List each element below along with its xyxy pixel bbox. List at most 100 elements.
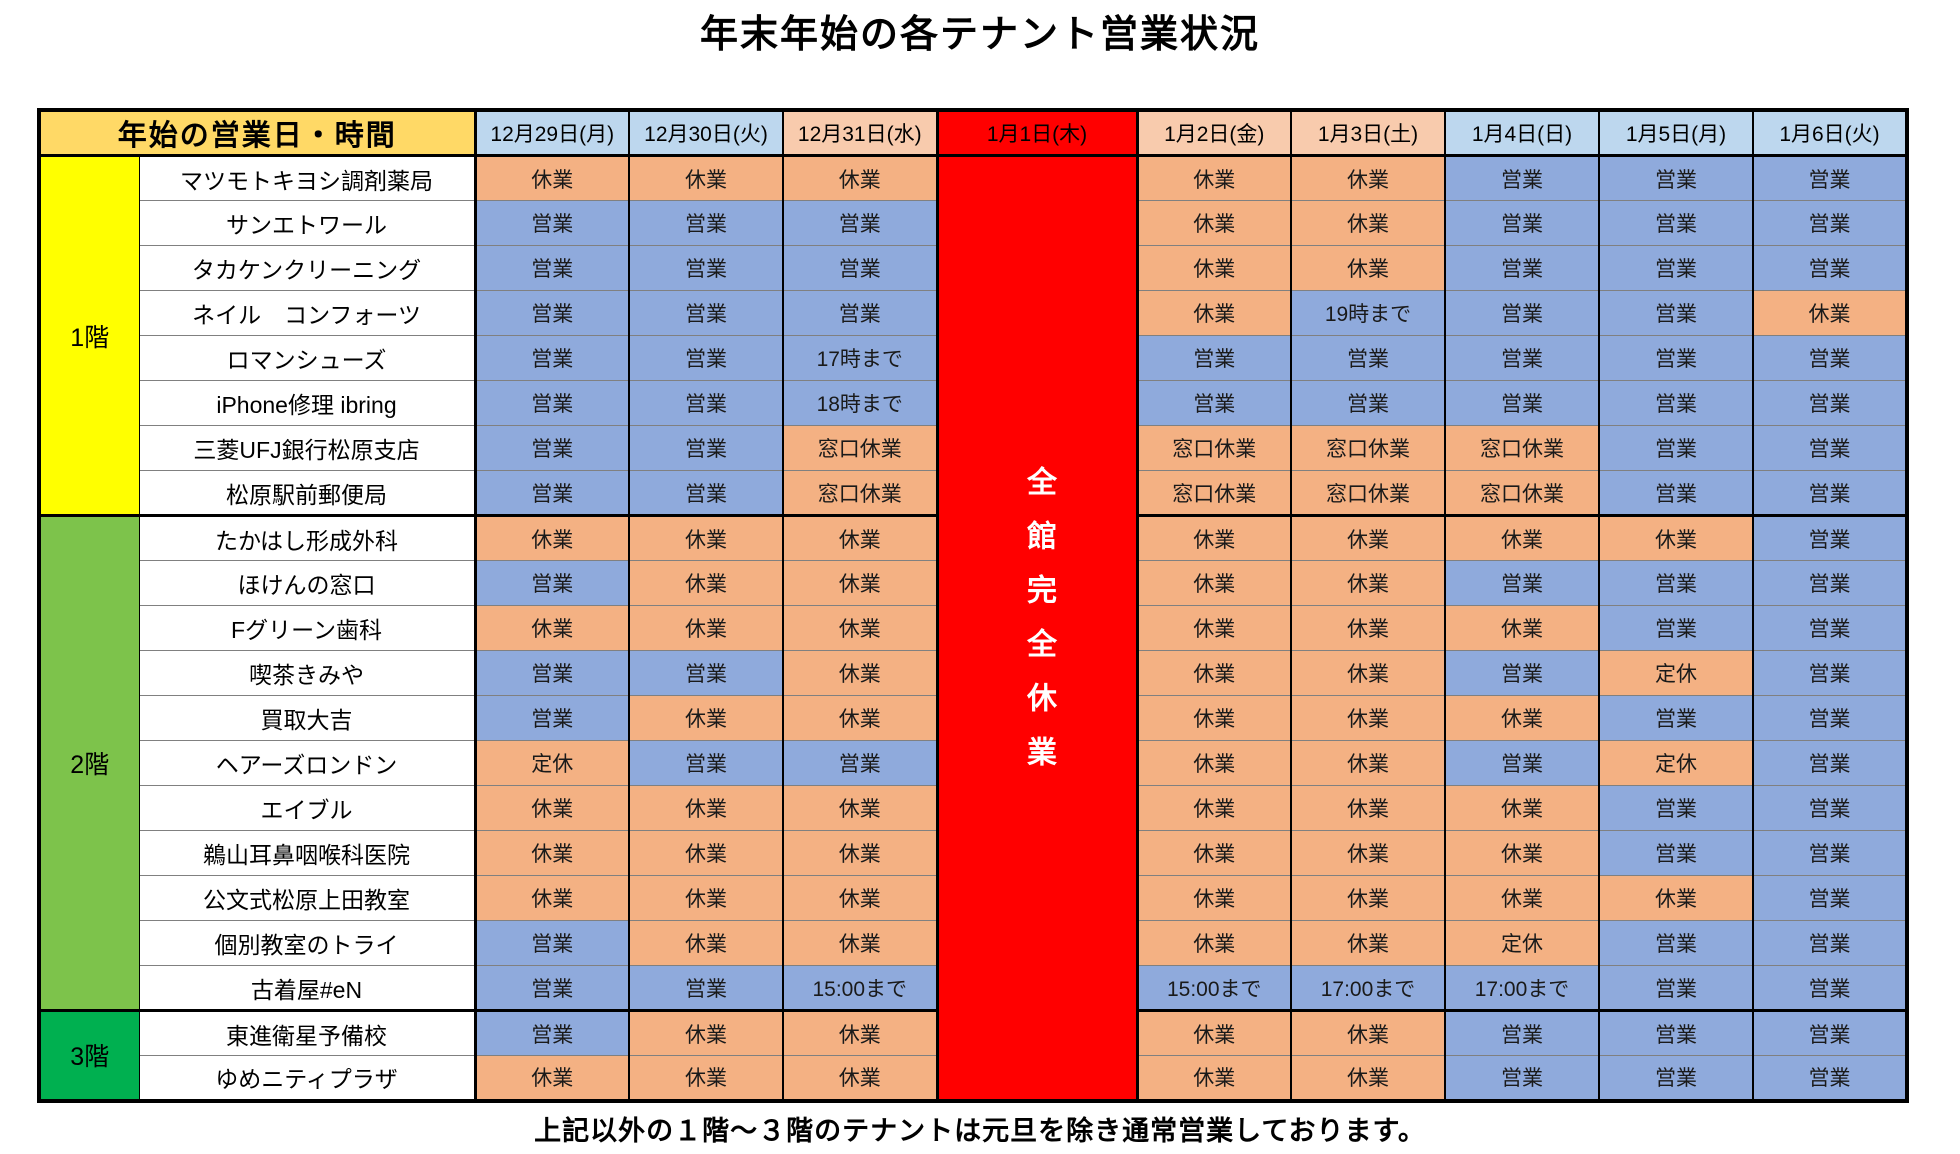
- status-cell: 休業: [1290, 514, 1446, 561]
- table-row: 喫茶きみや 営業 営業 休業 休業 休業 営業 定休 営業: [39, 650, 1908, 696]
- table-row: 個別教室のトライ 営業 休業 休業 休業 休業 定休 営業 営業: [39, 920, 1908, 966]
- tenant-name-cell: 東進衛星予備校: [138, 1009, 477, 1056]
- schedule-table: 年始の営業日・時間 12月29日(月) 12月30日(火) 12月31日(水) 1月1…: [37, 108, 1909, 1103]
- date-header-cell: 12月30日(火): [628, 108, 784, 157]
- table-row: 松原駅前郵便局 営業 営業 窓口休業 窓口休業 窓口休業 窓口休業 営業 営業: [39, 470, 1908, 516]
- status-cell: 営業: [1752, 470, 1908, 516]
- closed-column-cell: 全館完全休業: [935, 155, 1139, 1101]
- tenant-name-cell: たかはし形成外科: [138, 514, 477, 561]
- status-cell: 営業: [1444, 1055, 1600, 1101]
- tenant-name-cell: 古着屋#eN: [138, 965, 477, 1011]
- tenant-name-cell: iPhone修理 ibring: [138, 380, 477, 426]
- floor-label-cell: 2階: [38, 514, 140, 1011]
- status-cell: 営業: [1752, 155, 1908, 201]
- header-row: 年始の営業日・時間 12月29日(月) 12月30日(火) 12月31日(水) 1月1…: [38, 108, 1908, 157]
- status-cell: 19時まで: [1290, 290, 1446, 336]
- tenant-name-cell: タカケンクリーニング: [138, 245, 477, 291]
- status-cell: 休業: [474, 785, 630, 831]
- table-row: 鵜山耳鼻咽喉科医院 休業 休業 休業 休業 休業 休業 営業 営業: [39, 830, 1908, 876]
- status-cell: 営業: [1444, 380, 1600, 426]
- status-cell: 休業: [1136, 830, 1292, 876]
- status-cell: 休業: [628, 695, 784, 741]
- date-header-cell: 1月1日(木): [935, 108, 1139, 157]
- status-cell: 休業: [1136, 650, 1292, 696]
- status-cell: 営業: [1598, 560, 1754, 606]
- status-cell: 営業: [1752, 560, 1908, 606]
- status-cell: 営業: [1598, 1009, 1754, 1056]
- status-cell: 営業: [1444, 335, 1600, 381]
- status-cell: 休業: [782, 695, 938, 741]
- tenant-name-cell: 三菱UFJ銀行松原支店: [138, 425, 477, 471]
- status-cell: 15:00まで: [782, 965, 938, 1011]
- status-cell: 営業: [1598, 290, 1754, 336]
- status-cell: 営業: [474, 965, 630, 1011]
- status-cell: 営業: [1598, 200, 1754, 246]
- status-cell: 休業: [1290, 245, 1446, 291]
- status-cell: 休業: [474, 875, 630, 921]
- tenant-name-cell: 松原駅前郵便局: [138, 470, 477, 516]
- status-cell: 営業: [1752, 965, 1908, 1011]
- tenant-name-cell: 公文式松原上田教室: [138, 875, 477, 921]
- status-cell: 休業: [1290, 155, 1446, 201]
- status-cell: 休業: [1290, 785, 1446, 831]
- status-cell: 休業: [474, 155, 630, 201]
- table-row: 古着屋#eN 営業 営業 15:00まで 15:00まで 17:00まで 17:00まで 営業…: [39, 965, 1908, 1011]
- status-cell: 営業: [1290, 335, 1446, 381]
- status-cell: 休業: [782, 650, 938, 696]
- status-cell: 営業: [1444, 155, 1600, 201]
- status-cell: 休業: [628, 920, 784, 966]
- status-cell: 営業: [1598, 470, 1754, 516]
- tenant-name-cell: エイブル: [138, 785, 477, 831]
- status-cell: 営業: [628, 740, 784, 786]
- status-cell: 営業: [628, 335, 784, 381]
- table-row: 三菱UFJ銀行松原支店 営業 営業 窓口休業 窓口休業 窓口休業 窓口休業 営業 営業: [39, 425, 1908, 471]
- status-cell: 営業: [628, 200, 784, 246]
- status-cell: 営業: [1752, 785, 1908, 831]
- table-row: iPhone修理 ibring 営業 営業 18時まで 営業 営業 営業 営業 営業: [39, 380, 1908, 426]
- status-cell: 休業: [782, 920, 938, 966]
- status-cell: 休業: [1136, 200, 1292, 246]
- status-cell: 営業: [782, 290, 938, 336]
- status-cell: 営業: [628, 965, 784, 1011]
- status-cell: 休業: [1444, 785, 1600, 831]
- status-cell: 休業: [782, 785, 938, 831]
- tenant-name-cell: ヘアーズロンドン: [138, 740, 477, 786]
- schedule-table-body: 1階 マツモトキヨシ調剤薬局 休業 休業 休業 全館完全休業 休業 休業 営業 営業 営業 サンエトワ…: [38, 155, 1908, 1101]
- tenant-name-cell: ロマンシューズ: [138, 335, 477, 381]
- tenant-name-cell: マツモトキヨシ調剤薬局: [138, 155, 477, 201]
- status-cell: 定休: [1598, 740, 1754, 786]
- status-cell: 休業: [1444, 514, 1600, 561]
- date-header-cell: 1月4日(日): [1444, 108, 1600, 157]
- status-cell: 営業: [1752, 875, 1908, 921]
- status-cell: 休業: [1136, 605, 1292, 651]
- status-cell: 休業: [1444, 695, 1600, 741]
- status-cell: 休業: [628, 514, 784, 561]
- status-cell: 営業: [1598, 155, 1754, 201]
- status-cell: 営業: [1444, 650, 1600, 696]
- status-cell: 営業: [1136, 380, 1292, 426]
- date-header-cell: 1月3日(土): [1290, 108, 1446, 157]
- status-cell: 営業: [1752, 1009, 1908, 1056]
- status-cell: 休業: [1752, 290, 1908, 336]
- status-cell: 営業: [628, 380, 784, 426]
- tenant-name-cell: 喫茶きみや: [138, 650, 477, 696]
- status-cell: 休業: [782, 875, 938, 921]
- status-cell: 営業: [1444, 290, 1600, 336]
- status-cell: 営業: [1598, 380, 1754, 426]
- status-cell: 17:00まで: [1290, 965, 1446, 1011]
- status-cell: 営業: [1752, 695, 1908, 741]
- status-cell: 営業: [474, 425, 630, 471]
- status-cell: 営業: [1444, 560, 1600, 606]
- table-row: 2階 たかはし形成外科 休業 休業 休業 休業 休業 休業 休業 営業: [38, 514, 1908, 1011]
- status-cell: 営業: [1598, 605, 1754, 651]
- status-cell: 休業: [1136, 155, 1292, 201]
- status-cell: 休業: [1290, 605, 1446, 651]
- status-cell: 営業: [1752, 245, 1908, 291]
- status-cell: 休業: [628, 605, 784, 651]
- status-cell: 休業: [474, 514, 630, 561]
- status-cell: 営業: [1598, 920, 1754, 966]
- status-cell: 休業: [1598, 514, 1754, 561]
- status-cell: 休業: [1598, 875, 1754, 921]
- status-cell: 休業: [474, 830, 630, 876]
- status-cell: 休業: [1290, 560, 1446, 606]
